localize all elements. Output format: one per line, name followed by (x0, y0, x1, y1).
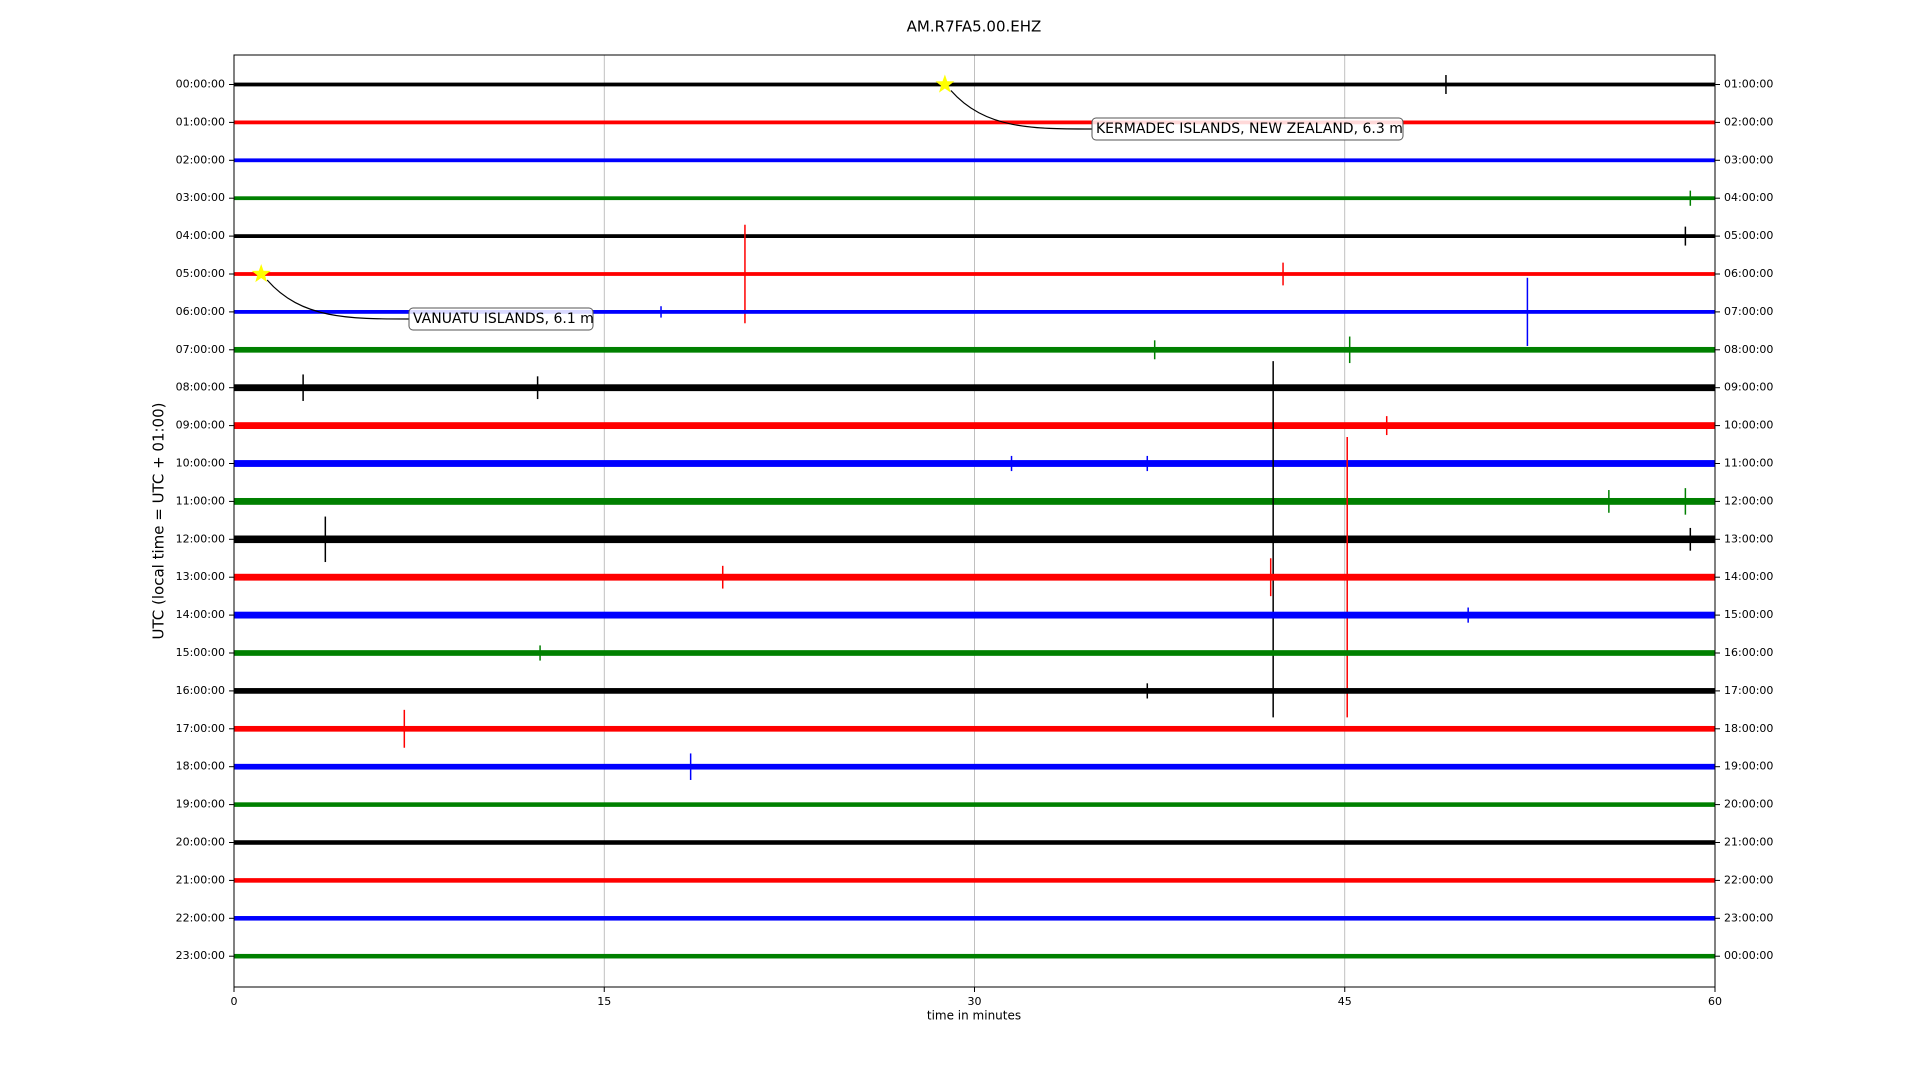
trace (234, 272, 1715, 276)
y-tick-label: 09:00:00 (176, 419, 225, 432)
trace (234, 497, 1715, 505)
y-tick-label: 19:00:00 (176, 798, 225, 811)
trace (234, 234, 1715, 238)
x-axis-label: time in minutes (927, 1009, 1021, 1023)
trace (234, 688, 1715, 694)
y-tick-label-right: 01:00:00 (1724, 78, 1773, 91)
x-tick-label: 30 (968, 995, 982, 1008)
trace (234, 346, 1715, 353)
y-tick-label: 14:00:00 (176, 608, 225, 621)
y-tick-label-right: 19:00:00 (1724, 760, 1773, 773)
y-tick-label: 06:00:00 (176, 305, 225, 318)
y-tick-label-right: 14:00:00 (1724, 570, 1773, 583)
y-tick-label-right: 04:00:00 (1724, 191, 1773, 204)
y-tick-label: 00:00:00 (176, 78, 225, 91)
trace (234, 763, 1715, 770)
y-tick-label-right: 18:00:00 (1724, 722, 1773, 735)
y-tick-label: 23:00:00 (176, 949, 225, 962)
y-tick-label-right: 10:00:00 (1724, 419, 1773, 432)
y-tick-label: 21:00:00 (176, 873, 225, 886)
y-tick-label-right: 08:00:00 (1724, 343, 1773, 356)
y-tick-label-right: 09:00:00 (1724, 381, 1773, 394)
trace (234, 196, 1715, 201)
x-tick-label: 60 (1708, 995, 1722, 1008)
y-tick-label-right: 20:00:00 (1724, 798, 1773, 811)
y-tick-label: 02:00:00 (176, 153, 225, 166)
y-tick-label-right: 03:00:00 (1724, 153, 1773, 166)
y-tick-label-right: 07:00:00 (1724, 305, 1773, 318)
y-tick-label: 11:00:00 (176, 494, 225, 507)
trace (234, 535, 1715, 544)
trace (234, 422, 1715, 430)
trace (234, 916, 1715, 921)
y-tick-label-right: 23:00:00 (1724, 911, 1773, 924)
annotation: KERMADEC ISLANDS, NEW ZEALAND, 6.3 m (1096, 121, 1403, 137)
y-tick-label-right: 17:00:00 (1724, 684, 1773, 697)
y-tick-label: 17:00:00 (176, 722, 225, 735)
y-tick-label: 22:00:00 (176, 911, 225, 924)
annotation-box (1091, 117, 1404, 141)
y-tick-label: 04:00:00 (176, 229, 225, 242)
trace (234, 650, 1715, 656)
y-tick-label: 20:00:00 (176, 836, 225, 849)
plot-frame (233, 54, 1716, 988)
trace (234, 310, 1715, 314)
chart-title: AM.R7FA5.00.EHZ (907, 18, 1042, 36)
y-tick-label-right: 05:00:00 (1724, 229, 1773, 242)
trace (234, 120, 1715, 125)
trace (234, 953, 1715, 959)
x-tick-label: 0 (231, 995, 238, 1008)
y-tick-label: 01:00:00 (176, 115, 225, 128)
trace (234, 802, 1715, 807)
y-tick-label: 15:00:00 (176, 646, 225, 659)
y-tick-label: 12:00:00 (176, 532, 225, 545)
trace (234, 725, 1715, 732)
y-tick-label: 18:00:00 (176, 760, 225, 773)
connector (950, 90, 1093, 130)
y-tick-label: 13:00:00 (176, 570, 225, 583)
y-tick-label-right: 16:00:00 (1724, 646, 1773, 659)
event-star (935, 74, 955, 93)
y-tick-label-right: 06:00:00 (1724, 267, 1773, 280)
y-tick-label-right: 11:00:00 (1724, 457, 1773, 470)
y-tick-label: 08:00:00 (176, 381, 225, 394)
y-tick-label-right: 22:00:00 (1724, 873, 1773, 886)
y-tick-label-right: 21:00:00 (1724, 836, 1773, 849)
y-tick-label: 07:00:00 (176, 343, 225, 356)
y-tick-label: 05:00:00 (176, 267, 225, 280)
trace (234, 384, 1715, 392)
trace (234, 82, 1715, 87)
y-tick-label-right: 15:00:00 (1724, 608, 1773, 621)
trace (234, 840, 1715, 845)
connector (266, 279, 410, 320)
annotation-box (408, 307, 594, 331)
x-tick-label: 45 (1338, 995, 1352, 1008)
annotation: VANUATU ISLANDS, 6.1 m (413, 311, 594, 327)
trace (234, 611, 1715, 619)
trace (234, 158, 1715, 163)
trace (234, 573, 1715, 581)
x-tick-label: 15 (597, 995, 611, 1008)
y-tick-label-right: 12:00:00 (1724, 494, 1773, 507)
y-tick-label-right: 13:00:00 (1724, 532, 1773, 545)
y-tick-label: 03:00:00 (176, 191, 225, 204)
y-tick-label: 16:00:00 (176, 684, 225, 697)
y-tick-label-right: 02:00:00 (1724, 115, 1773, 128)
event-star (251, 264, 271, 283)
y-tick-label: 10:00:00 (176, 457, 225, 470)
trace (234, 878, 1715, 883)
y-tick-label-right: 00:00:00 (1724, 949, 1773, 962)
trace (234, 460, 1715, 467)
y-axis-label: UTC (local time = UTC + 01:00) (150, 403, 168, 640)
